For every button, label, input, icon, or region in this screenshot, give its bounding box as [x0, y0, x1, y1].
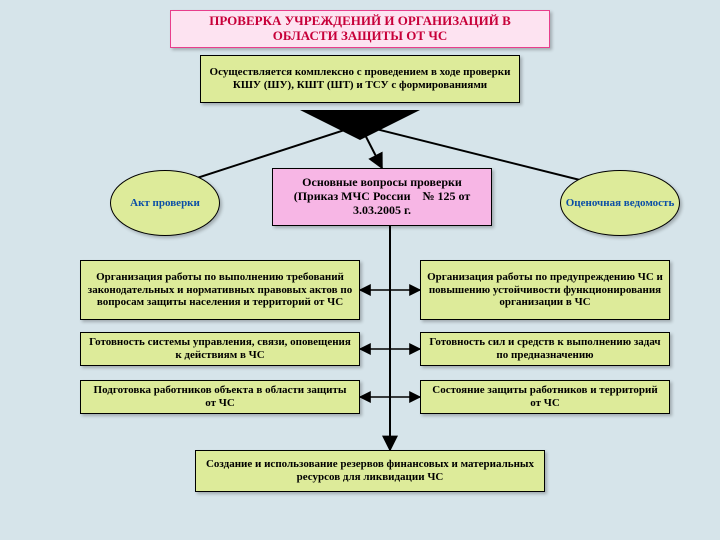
right-box-2: Состояние защиты работников и территорий…	[420, 380, 670, 414]
left-box-1: Готовность системы управления, связи, оп…	[80, 332, 360, 366]
left-box-0: Организация работы по выполнению требова…	[80, 260, 360, 320]
main-questions-box: Основные вопросы проверки (Приказ МЧС Ро…	[272, 168, 492, 226]
eval-ellipse: Оценочная ведомость	[560, 170, 680, 236]
title-box: ПРОВЕРКА УЧРЕЖДЕНИЙ И ОРГАНИЗАЦИЙ В ОБЛА…	[170, 10, 550, 48]
bottom-box: Создание и использование резервов финанс…	[195, 450, 545, 492]
subtitle-box: Осуществляется комплексно с проведением …	[200, 55, 520, 103]
right-box-1: Готовность сил и средств к выполнению за…	[420, 332, 670, 366]
left-box-2: Подготовка работников объекта в области …	[80, 380, 360, 414]
diagram-canvas: ПРОВЕРКА УЧРЕЖДЕНИЙ И ОРГАНИЗАЦИЙ В ОБЛА…	[0, 0, 720, 540]
act-ellipse: Акт проверки	[110, 170, 220, 236]
right-box-0: Организация работы по предупреждению ЧС …	[420, 260, 670, 320]
